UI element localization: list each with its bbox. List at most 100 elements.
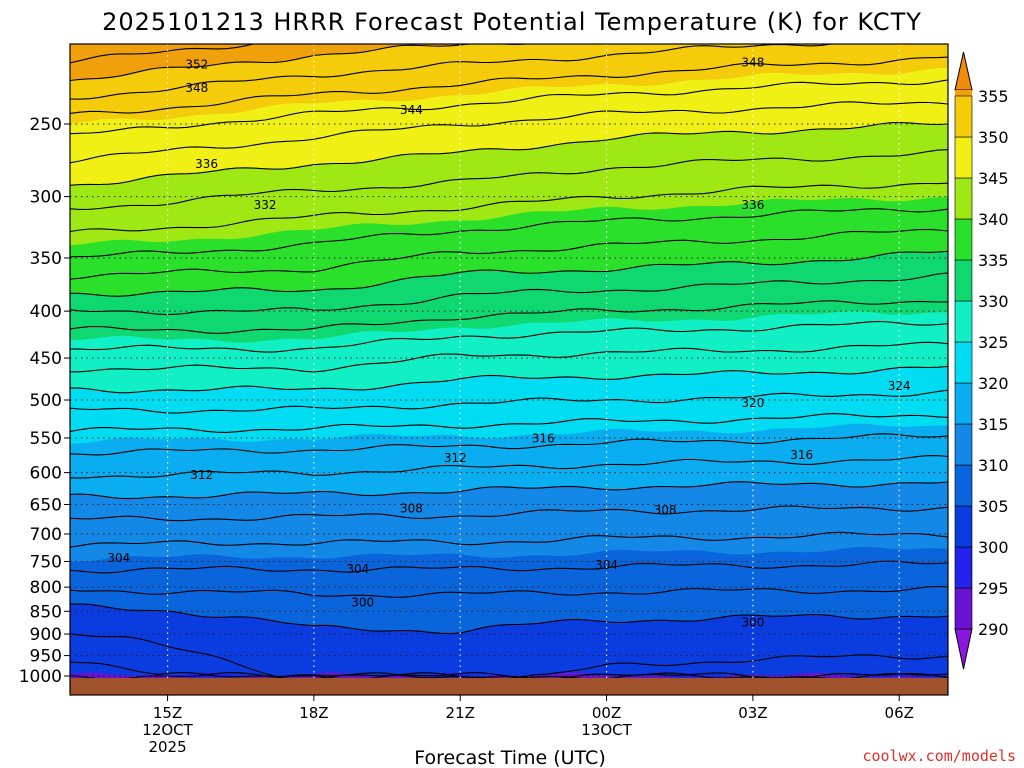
contour-label: 344 xyxy=(400,103,423,117)
band-300 xyxy=(70,603,948,695)
colorbar-label: 300 xyxy=(978,538,1009,557)
contour-318 xyxy=(70,389,948,414)
y-tick-label: 700 xyxy=(30,525,62,545)
x-tick-label: 12OCT xyxy=(142,721,193,739)
contour-328 xyxy=(70,272,948,316)
x-tick-label: 18Z xyxy=(299,704,328,722)
colorbar-box xyxy=(954,95,973,138)
colorbar-label: 325 xyxy=(978,333,1009,352)
y-tick-label: 650 xyxy=(30,495,62,515)
colorbar-label: 315 xyxy=(978,415,1009,434)
contour-label: 308 xyxy=(654,503,677,517)
contour-342 xyxy=(70,101,948,164)
contour-340 xyxy=(70,121,948,186)
contour-300 xyxy=(70,603,948,635)
y-tick-label: 400 xyxy=(30,302,62,322)
y-tick-label: 750 xyxy=(30,552,62,572)
chart-title: 2025101213 HRRR Forecast Potential Tempe… xyxy=(102,8,922,36)
x-tick-label: 2025 xyxy=(148,738,186,756)
ground-strip xyxy=(70,678,948,695)
colorbar-box xyxy=(954,218,973,261)
colorbar-label: 320 xyxy=(978,374,1009,393)
contour-310 xyxy=(70,481,948,500)
contour-338 xyxy=(70,149,948,210)
contour-312 xyxy=(70,455,948,479)
colorbar-box xyxy=(954,464,973,507)
y-tick-label: 800 xyxy=(30,578,62,598)
colorbar-low-arrow xyxy=(954,628,973,670)
contour-label: 336 xyxy=(741,198,764,212)
y-tick-label: 450 xyxy=(30,349,62,369)
contour-308 xyxy=(70,505,948,522)
colorbar-box xyxy=(954,136,973,179)
contour-label: 332 xyxy=(254,198,277,212)
contour-304 xyxy=(70,560,948,574)
contour-label: 304 xyxy=(595,558,618,572)
colorbar-box xyxy=(954,546,973,589)
contour-label: 300 xyxy=(741,615,764,629)
y-tick-label: 350 xyxy=(30,249,62,269)
contour-352 xyxy=(70,44,256,64)
contour-label: 304 xyxy=(107,551,130,565)
contour-label: 316 xyxy=(790,448,813,462)
colorbar-label: 345 xyxy=(978,169,1009,188)
contour-label: 312 xyxy=(190,468,213,482)
plot-frame xyxy=(69,43,949,696)
colorbar: 290 295 300 305 310 315 320 325 330 335 340 345 350 3… xyxy=(954,51,1009,670)
contour-330 xyxy=(70,250,948,297)
contour-332 xyxy=(70,228,948,280)
colorbar-label: 330 xyxy=(978,292,1009,311)
contour-label: 336 xyxy=(195,157,218,171)
plot-area: 352 348 344 336 332 348 336 324 320 316 316 312 312 3… xyxy=(69,43,949,696)
colorbar-box xyxy=(954,177,973,220)
contour-302 xyxy=(70,585,948,598)
colorbar-high-arrow xyxy=(954,51,973,91)
contour-348 xyxy=(70,44,835,100)
contour-label: 312 xyxy=(444,451,467,465)
y-tick-label: 250 xyxy=(30,115,62,135)
x-tick-label: 15Z xyxy=(153,704,182,722)
contour-326 xyxy=(70,300,948,334)
colorbar-label: 335 xyxy=(978,251,1009,270)
contour-label: 348 xyxy=(741,56,764,70)
contour-label: 320 xyxy=(741,396,764,410)
x-axis-label: Forecast Time (UTC) xyxy=(414,747,605,768)
contour-label: 352 xyxy=(185,57,208,71)
x-tick-label: 21Z xyxy=(446,704,475,722)
y-tick-label: 850 xyxy=(30,602,62,622)
contour-316 xyxy=(70,413,948,433)
colorbar-label: 340 xyxy=(978,210,1009,229)
y-tick-label: 1000 xyxy=(19,667,62,687)
contour-344 xyxy=(70,79,948,135)
x-tick-label: 00Z xyxy=(592,704,621,722)
contour-label: 348 xyxy=(185,81,208,95)
colorbar-label: 310 xyxy=(978,456,1009,475)
contour-label: 316 xyxy=(532,431,555,445)
contour-label: 324 xyxy=(888,379,911,393)
x-tick-label: 13OCT xyxy=(581,721,632,739)
credit-text: coolwx.com/models xyxy=(862,747,1016,765)
contour-336 xyxy=(70,182,948,233)
colorbar-box xyxy=(954,341,973,384)
x-tick-label: 06Z xyxy=(885,704,914,722)
colorbar-label: 355 xyxy=(978,87,1009,106)
x-tick-label: 03Z xyxy=(738,704,767,722)
y-tick-label: 550 xyxy=(30,429,62,449)
colorbar-box xyxy=(954,300,973,343)
y-tick-label: 900 xyxy=(30,625,62,645)
colorbar-label: 305 xyxy=(978,497,1009,516)
colorbar-label: 295 xyxy=(978,579,1009,598)
colorbar-box xyxy=(954,587,973,630)
contour-label: 300 xyxy=(351,595,374,609)
y-tick-label: 600 xyxy=(30,464,62,484)
contour-314 xyxy=(70,433,948,456)
colorbar-box xyxy=(954,423,973,466)
y-tick-label: 300 xyxy=(30,188,62,208)
colorbar-box xyxy=(954,382,973,425)
contour-322 xyxy=(70,341,948,373)
colorbar-box xyxy=(955,90,972,96)
contour-306 xyxy=(70,531,948,548)
contour-320 xyxy=(70,365,948,394)
